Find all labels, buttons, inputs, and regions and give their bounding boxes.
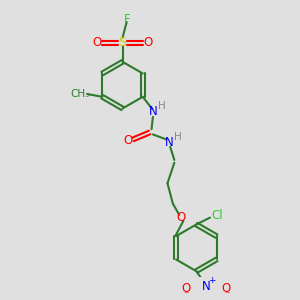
Text: H: H: [174, 132, 182, 142]
Text: Cl: Cl: [211, 209, 223, 222]
Text: N: N: [202, 280, 210, 293]
Text: O: O: [182, 282, 191, 295]
Text: O: O: [93, 36, 102, 49]
Text: O: O: [177, 211, 186, 224]
Text: N: N: [164, 136, 173, 148]
Text: O: O: [221, 282, 230, 295]
Text: +: +: [208, 276, 216, 285]
Text: O: O: [143, 36, 152, 49]
Text: F: F: [124, 13, 131, 26]
Text: S: S: [118, 36, 127, 49]
Text: ⁻: ⁻: [183, 290, 189, 300]
Text: O: O: [124, 134, 133, 147]
Text: H: H: [158, 101, 166, 111]
Text: CH₃: CH₃: [70, 88, 89, 98]
Text: N: N: [149, 105, 158, 119]
Text: ⁻: ⁻: [225, 290, 230, 300]
